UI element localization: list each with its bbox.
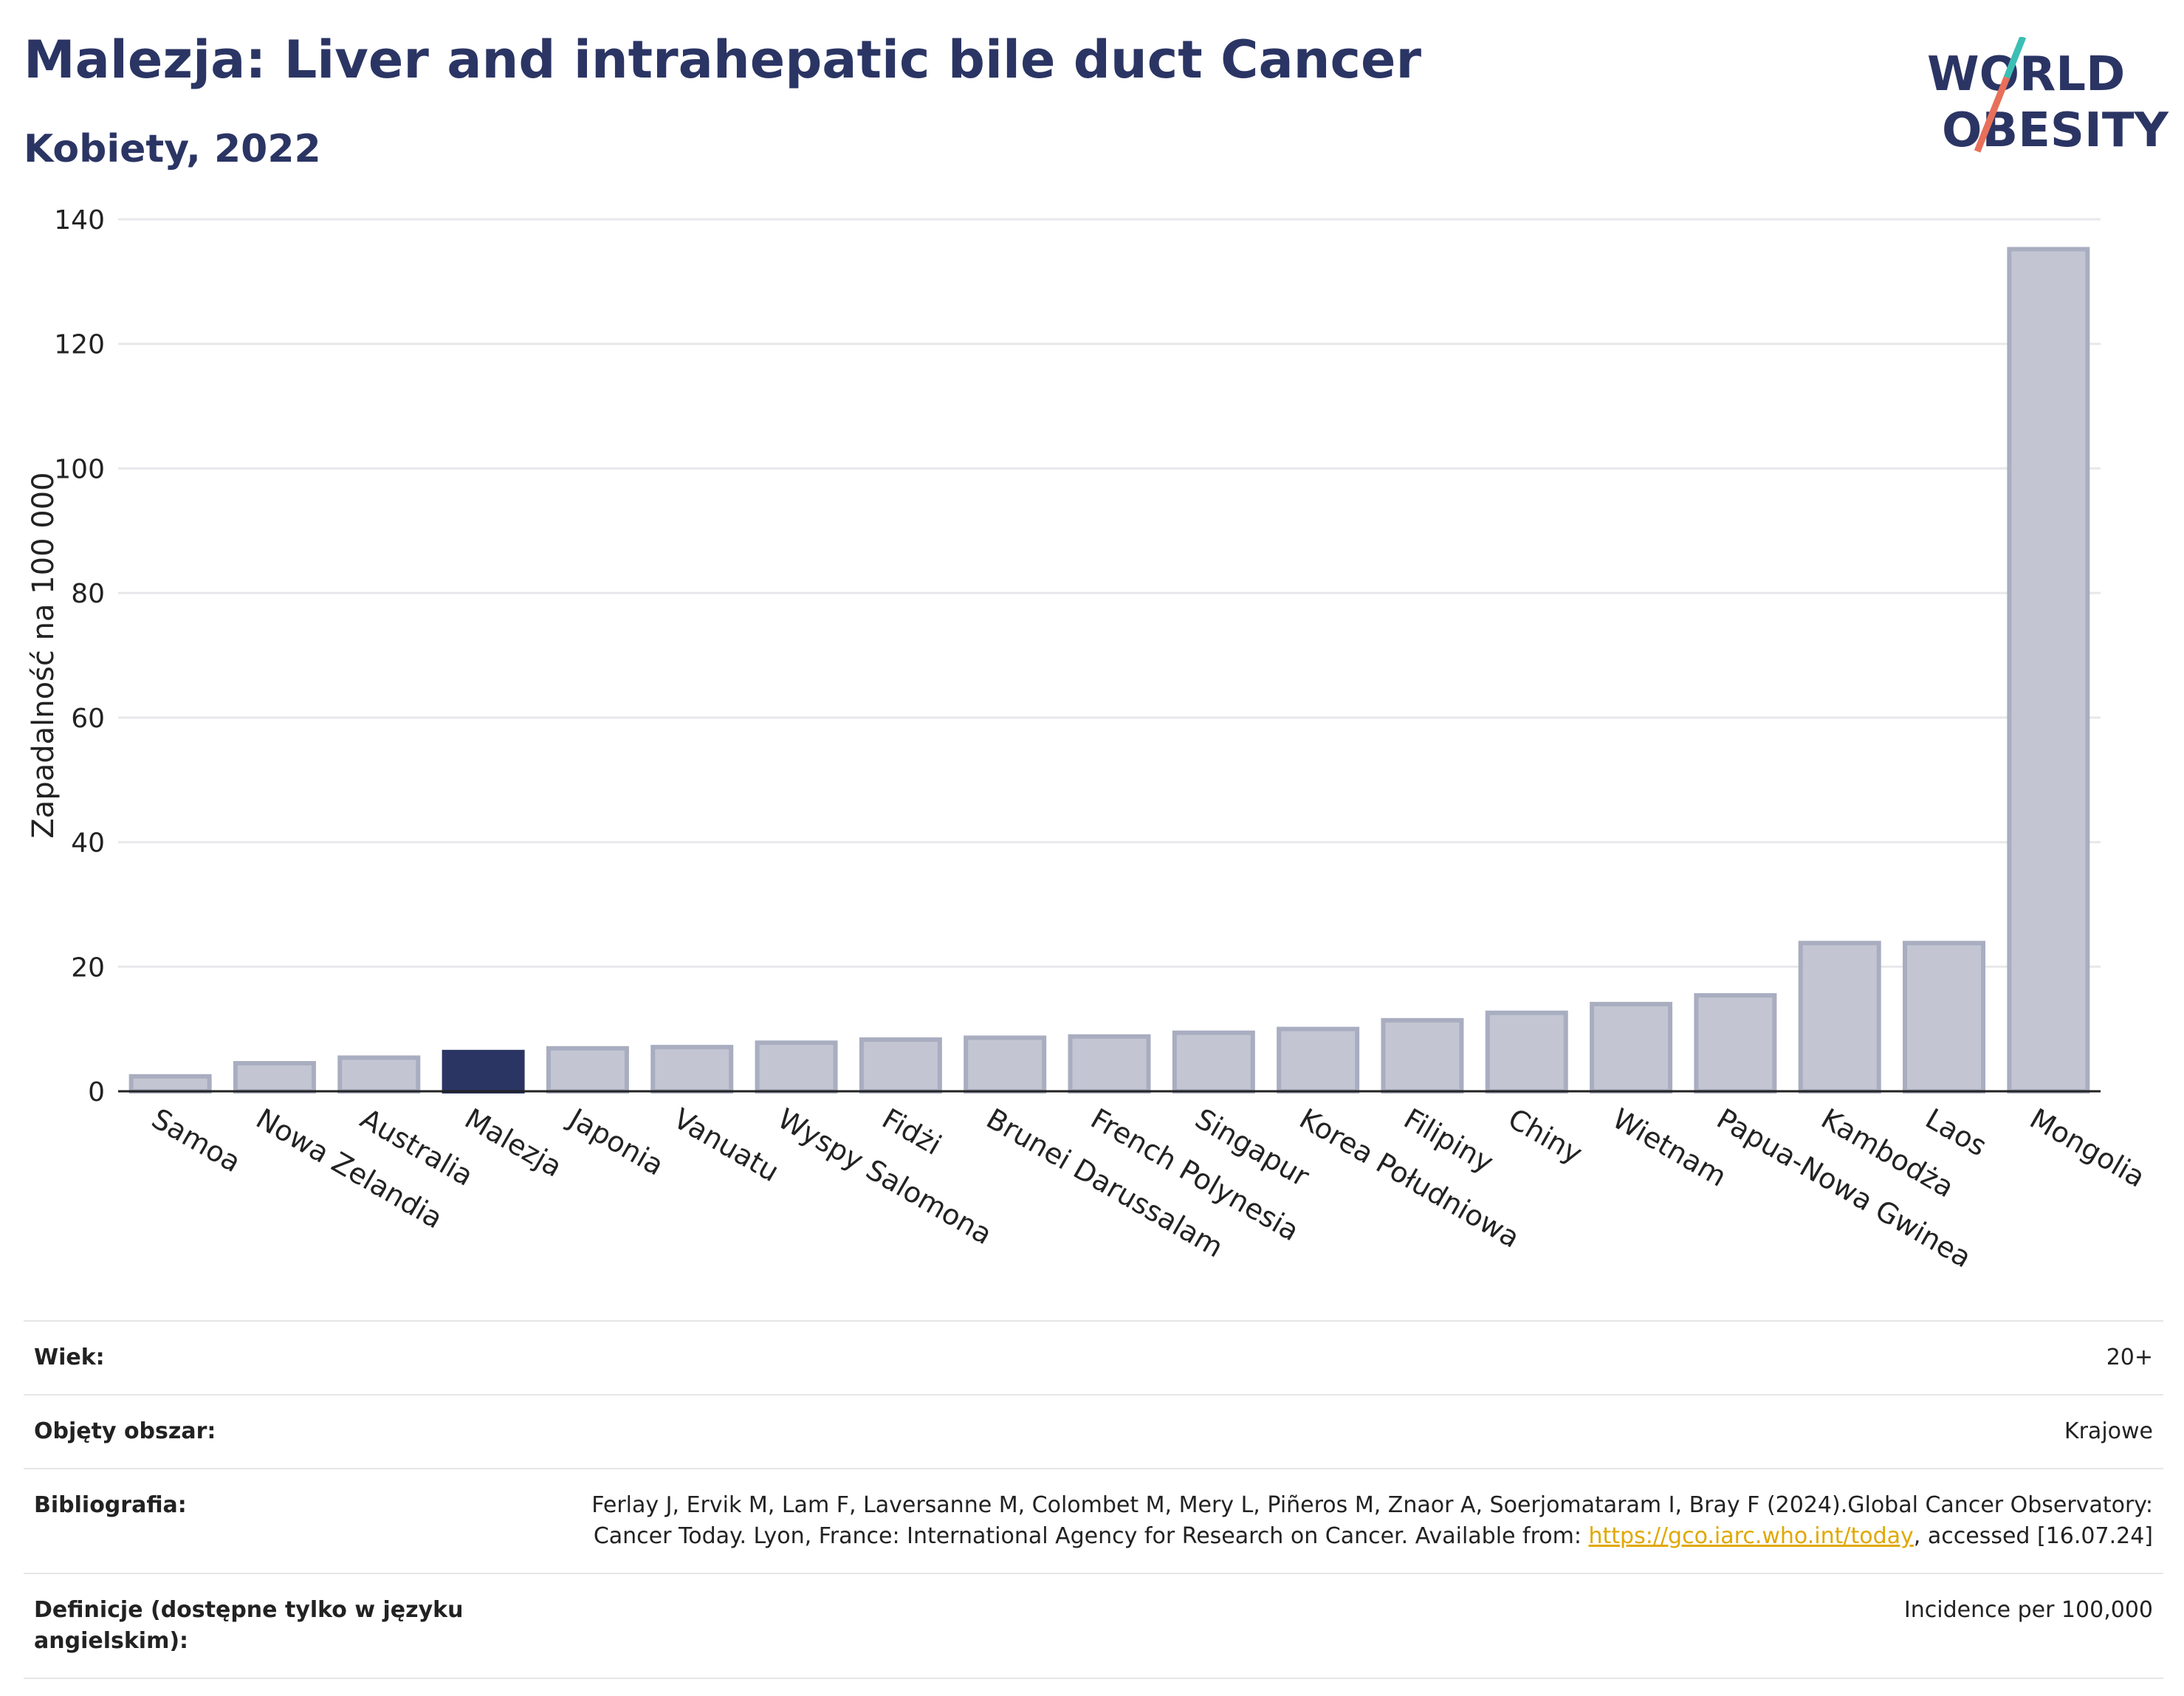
info-row-age: Wiek: 20+: [24, 1320, 2163, 1394]
world-obesity-logo: WORLD OBESITY: [1927, 37, 2168, 158]
bar-samoa[interactable]: [128, 1074, 212, 1094]
y-axis-ticks: 0 20 40 60 80 100 120 140: [54, 205, 105, 1108]
bar-fid-i[interactable]: [859, 1037, 942, 1094]
bar-laos[interactable]: [1903, 941, 1986, 1094]
x-tick-label: Vanuatu: [668, 1102, 785, 1188]
bar-papua-nowa-gwinea[interactable]: [1694, 993, 1777, 1094]
chart-subtitle: Kobiety, 2022: [24, 127, 321, 171]
info-value: Ferlay J, Ervik M, Lam F, Laversanne M, …: [529, 1490, 2153, 1552]
bibliography-text: Ferlay J, Ervik M, Lam F, Laversanne M, …: [591, 1492, 2153, 1549]
bar-japonia[interactable]: [546, 1046, 629, 1094]
y-tick-label: 60: [71, 704, 105, 734]
bar-mongolia[interactable]: [2007, 247, 2090, 1094]
bar-vanuatu[interactable]: [650, 1045, 734, 1094]
info-row-definitions: Definicje (dostępne tylko w języku angie…: [24, 1573, 2163, 1679]
bar-singapur[interactable]: [1172, 1030, 1255, 1094]
bar-brunei-darussalam[interactable]: [964, 1035, 1047, 1094]
logo-slash-red: [1974, 76, 2010, 153]
y-tick-label: 0: [88, 1077, 105, 1108]
y-tick-label: 40: [71, 828, 105, 859]
x-axis-labels: Samoa Nowa ZelandiaAustraliaMalezjaJaponi…: [146, 1102, 2151, 1274]
bars: [128, 247, 2090, 1094]
x-tick-label: Chiny: [1503, 1102, 1587, 1170]
y-tick-label: 100: [54, 454, 105, 484]
x-tick-label: Laos: [1920, 1102, 1993, 1163]
info-value: Krajowe: [2064, 1418, 2153, 1444]
x-tick-label: Japonia: [563, 1102, 670, 1182]
bar-french-polynesia[interactable]: [1068, 1034, 1151, 1094]
y-tick-label: 80: [71, 579, 105, 609]
logo-line1: WORLD: [1927, 47, 2125, 102]
logo-slash-teal: [2003, 37, 2027, 79]
bar-filipiny[interactable]: [1381, 1017, 1464, 1094]
bar-wietnam[interactable]: [1590, 1001, 1673, 1094]
x-tick-label: Samoa: [146, 1102, 246, 1179]
info-value: 20+: [2106, 1345, 2153, 1370]
x-tick-label: Fidżi: [876, 1102, 947, 1161]
info-key: Wiek:: [34, 1345, 105, 1370]
info-table: Wiek: 20+ Objęty obszar: Krajowe Bibliog…: [24, 1320, 2163, 1679]
source-link[interactable]: https://gco.iarc.who.int/today: [1588, 1523, 1914, 1549]
info-key: Bibliografia:: [34, 1492, 187, 1518]
info-key: Objęty obszar:: [34, 1418, 216, 1444]
info-row-area: Objęty obszar: Krajowe: [24, 1394, 2163, 1468]
bar-malezja[interactable]: [442, 1049, 525, 1094]
bar-wyspy-salomona[interactable]: [755, 1040, 838, 1094]
y-tick-label: 120: [54, 330, 105, 360]
y-axis-label: Zapadalność na 100 000: [27, 472, 61, 838]
y-tick-label: 20: [71, 952, 105, 983]
x-tick-label: Mongolia: [2025, 1102, 2151, 1194]
chart-title: Malezja: Liver and intrahepatic bile duc…: [24, 30, 1422, 90]
bar-chiny[interactable]: [1485, 1010, 1568, 1094]
bar-korea-po-udniowa[interactable]: [1277, 1026, 1360, 1094]
bar-nowa-zelandia[interactable]: [233, 1061, 316, 1094]
x-tick-label: Malezja: [459, 1102, 568, 1184]
info-row-bibliography: Bibliografia: Ferlay J, Ervik M, Lam F, …: [24, 1468, 2163, 1573]
y-tick-label: 140: [54, 205, 105, 236]
x-tick-label: Nowa Zelandia: [250, 1102, 447, 1235]
bar-australia[interactable]: [337, 1055, 421, 1094]
x-tick-label: Wietnam: [1607, 1102, 1732, 1193]
info-value: Incidence per 100,000: [1903, 1597, 2153, 1623]
bar-chart: 0 20 40 60 80 100 120 140 Samoa Nowa ZelandiaAus…: [27, 205, 2151, 1274]
info-key: Definicje (dostępne tylko w języku angie…: [34, 1597, 464, 1654]
bibliography-accessed: , accessed [16.07.24]: [1913, 1523, 2153, 1549]
bar-kambod-a[interactable]: [1798, 941, 1881, 1094]
